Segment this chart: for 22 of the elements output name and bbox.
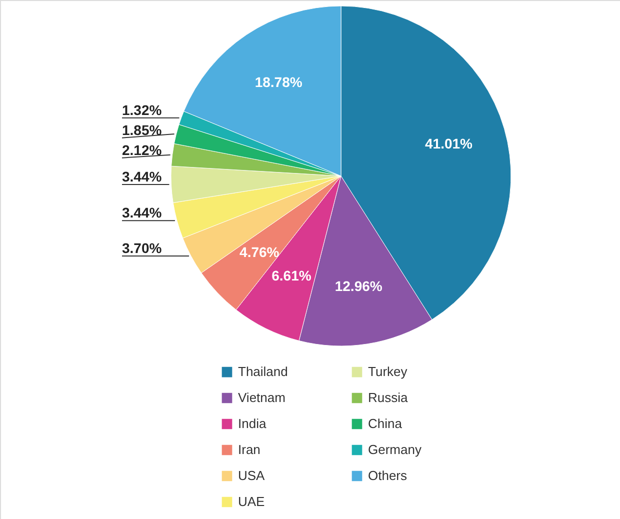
legend-label: China xyxy=(368,416,403,431)
data-label: 6.61% xyxy=(272,268,312,284)
legend-label: Germany xyxy=(368,442,422,457)
data-label: 4.76% xyxy=(240,244,280,260)
data-label: 12.96% xyxy=(334,278,383,294)
data-label: 18.78% xyxy=(254,74,303,90)
legend-label: Iran xyxy=(238,442,260,457)
legend-label: Others xyxy=(368,468,408,483)
data-label: 3.44% xyxy=(122,204,162,221)
legend-label: UAE xyxy=(238,494,266,509)
data-label: 1.85% xyxy=(122,122,162,138)
data-label: 1.32% xyxy=(122,102,162,118)
legend-label: Vietnam xyxy=(238,390,286,405)
data-label: 41.01% xyxy=(425,136,474,152)
legend-label: USA xyxy=(238,468,266,483)
legend-label: India xyxy=(238,416,267,431)
legend-label: Turkey xyxy=(368,364,408,380)
legend-label: Thailand xyxy=(238,364,288,380)
data-label: 3.70% xyxy=(122,240,162,256)
data-label: 2.12% xyxy=(122,142,162,158)
legend-label: Russia xyxy=(368,390,409,405)
data-label: 3.44% xyxy=(122,168,162,184)
